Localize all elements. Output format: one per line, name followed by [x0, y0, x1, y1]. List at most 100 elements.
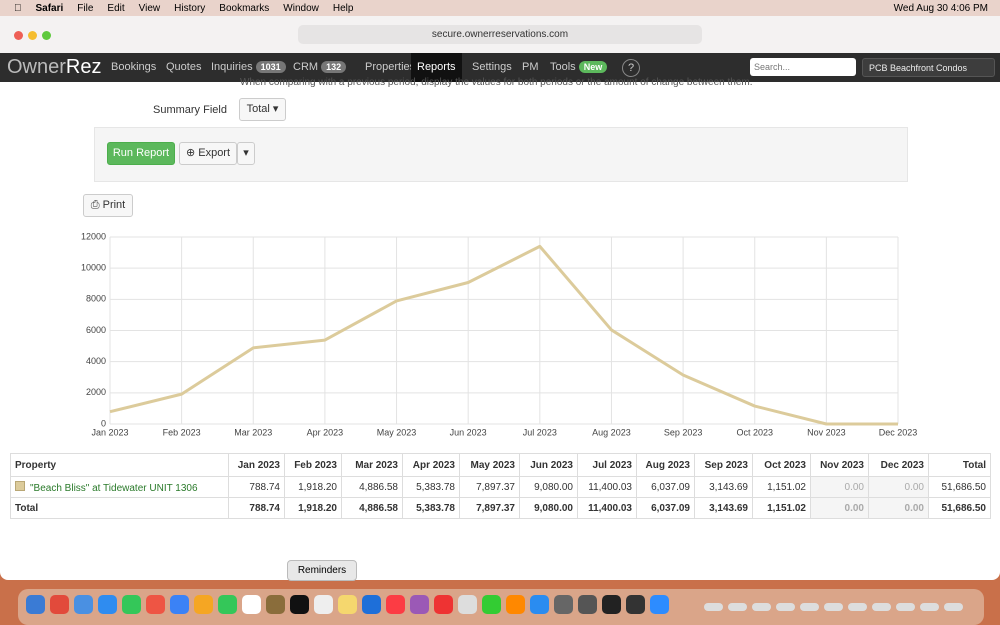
- table-cell: Oct 2023: [752, 453, 811, 477]
- dock-icon[interactable]: [704, 603, 723, 611]
- dock-icon[interactable]: [122, 595, 141, 614]
- content: When comparing with a previous period, d…: [0, 77, 1000, 580]
- export-button[interactable]: ⊕ Export: [179, 142, 237, 165]
- logo[interactable]: OwnerRez: [7, 56, 101, 79]
- dock-icon[interactable]: [650, 595, 669, 614]
- dock-icon[interactable]: [626, 595, 645, 614]
- menu-item[interactable]: Window: [275, 2, 319, 14]
- dock-icon[interactable]: [824, 603, 843, 611]
- x-tick-label: Mar 2023: [234, 427, 272, 437]
- nav-item[interactable]: Settings: [472, 53, 512, 82]
- hint: When comparing with a previous period, d…: [240, 77, 753, 88]
- menu-item[interactable]: Bookmarks: [211, 2, 269, 14]
- clock: Wed Aug 30 4:06 PM: [893, 2, 988, 14]
- dock-icon[interactable]: [872, 603, 891, 611]
- table-cell: 788.74: [228, 476, 285, 498]
- summary-dropdown[interactable]: Total ▾: [239, 98, 286, 121]
- nav-item[interactable]: Inquiries 1031: [211, 53, 286, 82]
- table-cell: 11,400.03: [577, 476, 637, 498]
- menu-item[interactable]: Safari: [28, 2, 64, 14]
- dock-icon[interactable]: [506, 595, 525, 614]
- menu-item[interactable]: Edit: [99, 2, 124, 14]
- nav-label: Inquiries: [211, 61, 253, 73]
- account-menu[interactable]: PCB Beachfront Condos: [862, 58, 995, 77]
- search-box[interactable]: Search...: [750, 58, 856, 76]
- dock-icon[interactable]: [50, 595, 69, 614]
- nav-item[interactable]: CRM 132: [293, 53, 347, 82]
- menu-item[interactable]: Help: [325, 2, 354, 14]
- menu-item[interactable]: File: [69, 2, 93, 14]
- dock-icon[interactable]: [848, 603, 867, 611]
- nav-item[interactable]: Properties: [365, 53, 415, 82]
- dock-icon[interactable]: [146, 595, 165, 614]
- table-cell: 9,080.00: [519, 476, 578, 498]
- table-cell: 1,151.02: [752, 497, 811, 519]
- nav-item[interactable]: Reports: [411, 53, 462, 82]
- dock-icon[interactable]: [266, 595, 285, 614]
- dock-icon[interactable]: [578, 595, 597, 614]
- nav-item[interactable]: PM: [522, 53, 539, 82]
- dock-icon[interactable]: [410, 595, 429, 614]
- logo-part: Rez: [65, 56, 102, 78]
- nav-item[interactable]: Bookings: [111, 53, 156, 82]
- dock-icon[interactable]: [728, 603, 747, 611]
- dock-icon[interactable]: [170, 595, 189, 614]
- y-tick-label: 12000: [81, 231, 106, 241]
- dock-icon[interactable]: [218, 595, 237, 614]
- dock-icon[interactable]: [776, 603, 795, 611]
- x-tick-label: Oct 2023: [736, 427, 773, 437]
- y-tick-label: 10000: [81, 263, 106, 273]
- run-report-button[interactable]: Run Report: [107, 142, 175, 165]
- table-cell: Aug 2023: [636, 453, 695, 477]
- menu-item[interactable]: History: [166, 2, 205, 14]
- apple-menu[interactable]: : [14, 3, 22, 14]
- dock-icon[interactable]: [800, 603, 819, 611]
- table-row: Property Jan 2023 Feb 2023 Mar 2023 Apr 2023…: [10, 453, 991, 477]
- dock-icon[interactable]: [98, 595, 117, 614]
- dock-icon[interactable]: [74, 595, 93, 614]
- dock-icon[interactable]: [314, 595, 333, 614]
- dock-icon[interactable]: [482, 595, 501, 614]
- dock-icon[interactable]: [362, 595, 381, 614]
- nav-item[interactable]: Quotes: [166, 53, 201, 82]
- print-button[interactable]: ⎙ Print: [83, 194, 133, 217]
- table-cell: Feb 2023: [284, 453, 342, 477]
- chart: Jan 2023 Feb 2023 Mar 2023 Apr 2023 May 2023…: [81, 231, 917, 437]
- table-cell: May 2023: [459, 453, 520, 477]
- dock-icon[interactable]: [602, 595, 621, 614]
- y-tick-label: 2000: [86, 387, 106, 397]
- dock-icon[interactable]: [530, 595, 549, 614]
- dock-icon[interactable]: [752, 603, 771, 611]
- property-link[interactable]: "Beach Bliss" at Tidewater UNIT 1306: [30, 482, 198, 494]
- table-row: Total 788.74 1,918.20 4,886.58 5,383.78 7,897…: [10, 497, 991, 519]
- nav-item[interactable]: ?: [622, 59, 640, 77]
- dock-icon[interactable]: [194, 595, 213, 614]
- table-cell: 6,037.09: [636, 497, 695, 519]
- nav-badge: New: [578, 61, 608, 73]
- x-tick-label: Jul 2023: [523, 427, 557, 437]
- nav-label: Tools: [550, 61, 576, 73]
- nav-item[interactable]: Tools New: [550, 53, 608, 82]
- button-label: Print: [102, 199, 126, 211]
- dock-icon[interactable]: [26, 595, 45, 614]
- dock-icon[interactable]: [554, 595, 573, 614]
- menu-item[interactable]: View: [131, 2, 161, 14]
- close-button[interactable]: [14, 31, 23, 40]
- table-cell: 9,080.00: [519, 497, 578, 519]
- dock-icon[interactable]: [386, 595, 405, 614]
- dock-icon[interactable]: [920, 603, 939, 611]
- address-bar[interactable]: secure.ownerreservations.com: [298, 25, 702, 44]
- dock-icon[interactable]: [242, 595, 261, 614]
- dock-icon[interactable]: [944, 603, 963, 611]
- dock-icon[interactable]: [290, 595, 309, 614]
- dock-icon[interactable]: [458, 595, 477, 614]
- table-cell: Sep 2023: [694, 453, 753, 477]
- table-cell[interactable]: "Beach Bliss" at Tidewater UNIT 1306: [10, 476, 229, 498]
- property-swatch: [15, 480, 25, 491]
- zoom-button[interactable]: [42, 31, 51, 40]
- dock-icon[interactable]: [434, 595, 453, 614]
- dock-icon[interactable]: [896, 603, 915, 611]
- export-caret[interactable]: ▾: [237, 142, 255, 165]
- minimize-button[interactable]: [28, 31, 37, 40]
- dock-icon[interactable]: [338, 595, 357, 614]
